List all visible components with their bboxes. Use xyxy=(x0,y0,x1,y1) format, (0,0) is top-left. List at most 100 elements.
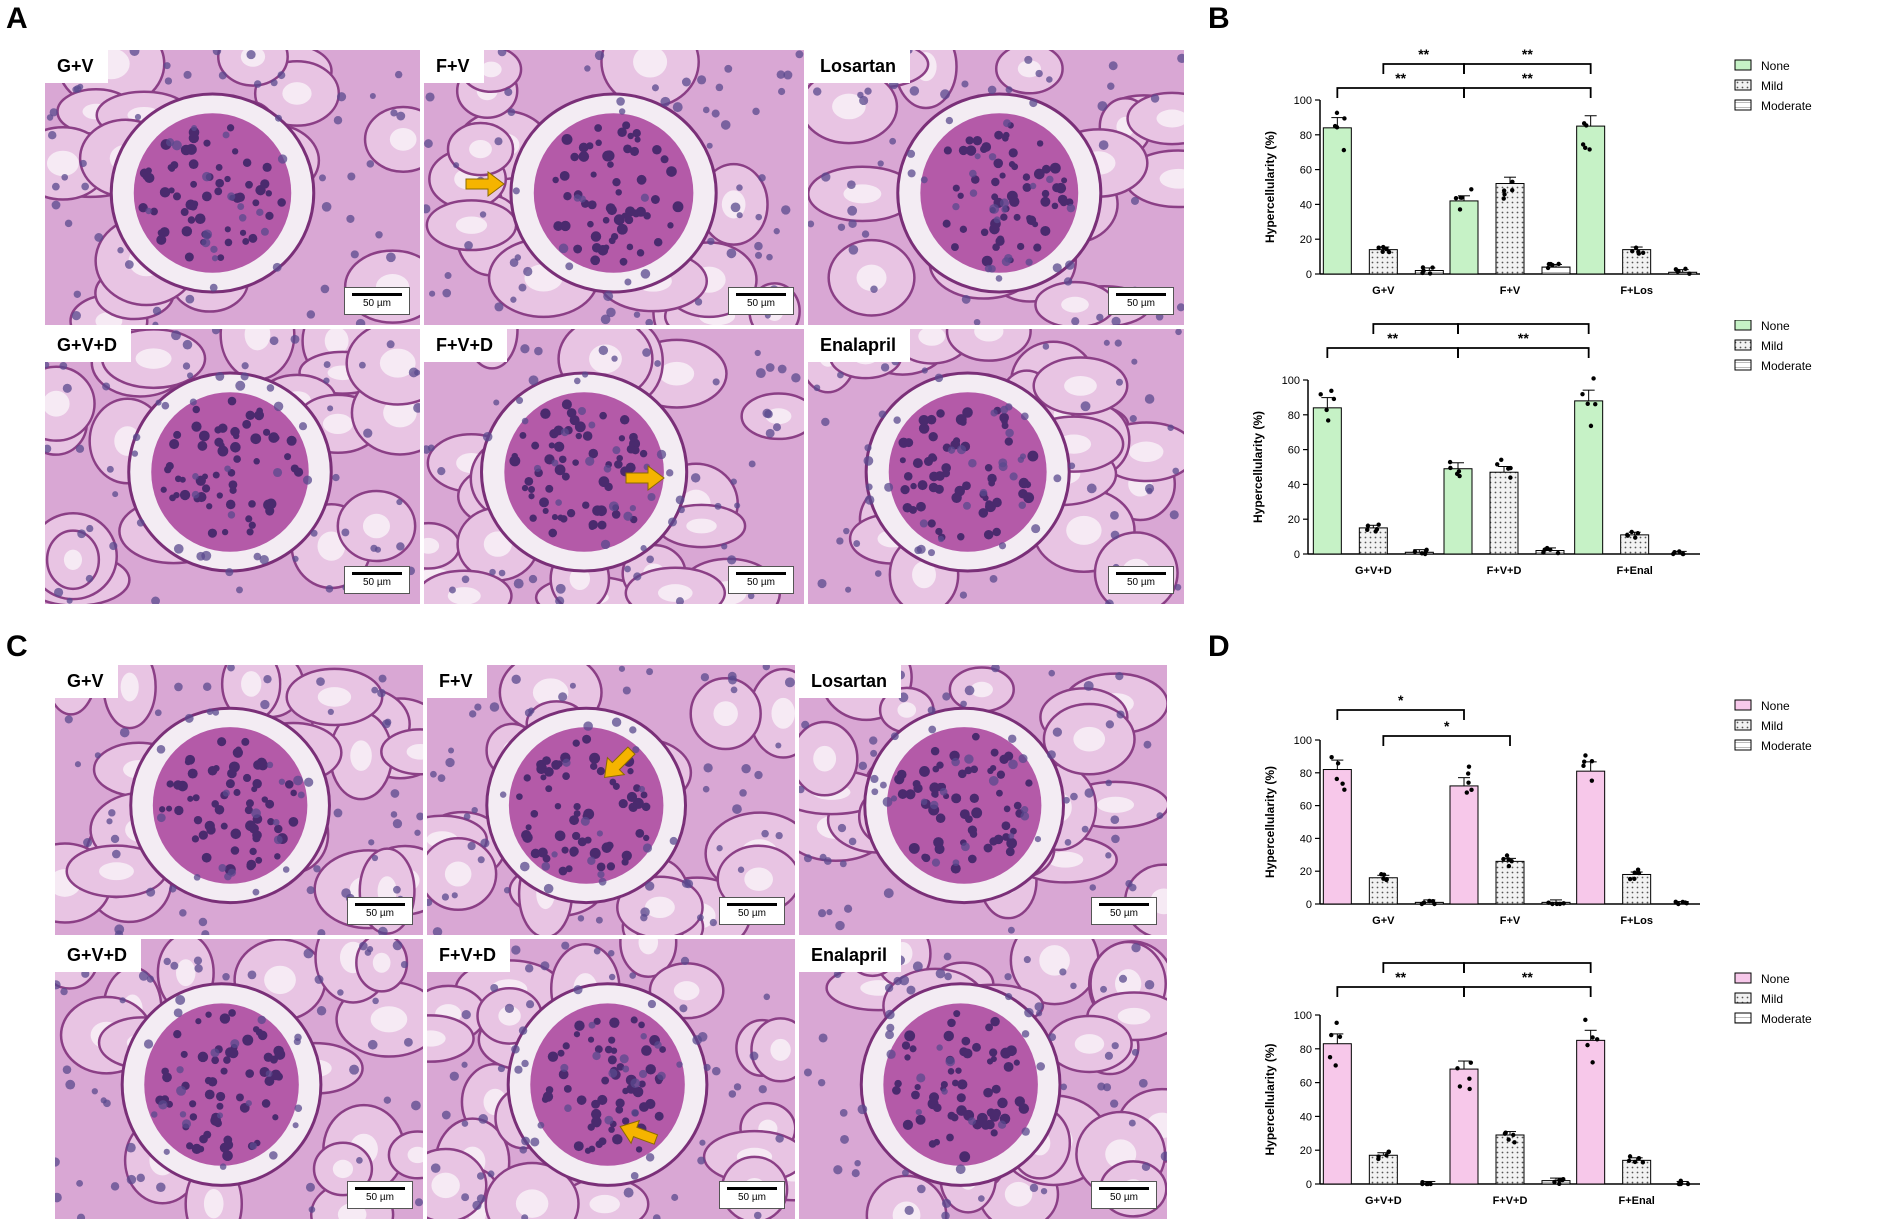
legend-swatch xyxy=(1734,79,1752,91)
significance-bracket: ** xyxy=(1463,46,1592,74)
legend-label: None xyxy=(1761,699,1790,713)
legend-swatch xyxy=(1734,320,1752,331)
significance-bracket: ** xyxy=(1463,955,1592,973)
bar-mild-1 xyxy=(1489,471,1519,555)
micrograph-label: G+V xyxy=(55,665,118,698)
bar-none-1 xyxy=(1449,200,1479,275)
scale-bar: 50 µm xyxy=(1108,287,1174,315)
legend-label: Moderate xyxy=(1761,739,1812,753)
svg-text:**: ** xyxy=(1387,330,1398,346)
y-axis-label: Hypercellularity (%) xyxy=(1263,1043,1277,1155)
legend-label: None xyxy=(1761,59,1790,73)
micrograph-label: Enalapril xyxy=(808,329,911,362)
micrograph-c-g-v: G+V 50 µm xyxy=(55,665,423,935)
y-tick-label: 80 xyxy=(1288,410,1300,422)
y-tick-label: 80 xyxy=(1300,1044,1312,1056)
legend-swatch xyxy=(1734,59,1752,71)
legend-label: Mild xyxy=(1761,992,1783,1006)
legend-swatch xyxy=(1734,739,1752,751)
micrograph-label: F+V xyxy=(427,665,487,698)
y-tick-label: 100 xyxy=(1294,735,1312,747)
bar-none-0 xyxy=(1312,407,1342,555)
significance-bracket: ** xyxy=(1336,969,1465,997)
significance-bracket: ** xyxy=(1457,330,1590,358)
bar-mild-0 xyxy=(1358,527,1388,555)
scale-bar: 50 µm xyxy=(719,897,785,925)
tissue-image xyxy=(799,939,1167,1219)
micrograph-a-f-v-d: F+V+D 50 µm xyxy=(424,329,804,604)
scale-bar: 50 µm xyxy=(1091,897,1157,925)
y-tick-label: 20 xyxy=(1288,514,1300,526)
bar-none-0 xyxy=(1322,769,1352,905)
bar-none-2 xyxy=(1574,400,1604,555)
significance-bracket: ** xyxy=(1463,70,1592,98)
micrograph-a-g-v-d: G+V+D 50 µm xyxy=(45,329,420,604)
y-tick-label: 60 xyxy=(1300,1078,1312,1090)
x-tick-label: G+V+D xyxy=(1365,1195,1402,1207)
y-tick-label: 80 xyxy=(1300,130,1312,142)
significance-bracket: ** xyxy=(1463,969,1592,997)
significance-bracket: ** xyxy=(1457,320,1590,334)
scale-bar: 50 µm xyxy=(728,566,794,594)
svg-text:**: ** xyxy=(1395,969,1406,985)
legend-label: Mild xyxy=(1761,339,1783,353)
y-axis-label: Hypercellularity (%) xyxy=(1263,131,1277,243)
significance-bracket: ** xyxy=(1326,330,1459,358)
micrograph-label: Losartan xyxy=(799,665,902,698)
legend-swatch xyxy=(1734,992,1752,1004)
panel-letter-c: C xyxy=(6,630,28,663)
scale-bar: 50 µm xyxy=(728,287,794,315)
bar-mild-1 xyxy=(1495,1134,1525,1185)
micrograph-label: G+V xyxy=(45,50,108,83)
y-tick-label: 40 xyxy=(1288,479,1300,491)
scale-bar: 50 µm xyxy=(347,1181,413,1209)
tissue-image xyxy=(799,665,1167,935)
y-tick-label: 80 xyxy=(1300,768,1312,780)
bar-none-2 xyxy=(1576,1039,1606,1185)
micrograph-a-losartan: Losartan 50 µm xyxy=(808,50,1184,325)
arrow-icon xyxy=(619,1119,659,1145)
legend-swatch xyxy=(1734,359,1752,371)
panel-letter-d: D xyxy=(1208,630,1230,663)
tissue-image xyxy=(45,329,420,604)
y-tick-label: 20 xyxy=(1300,234,1312,246)
significance-bracket: * xyxy=(1382,718,1511,746)
x-tick-label: G+V xyxy=(1372,285,1395,297)
svg-text:**: ** xyxy=(1418,46,1429,62)
legend-label: Mild xyxy=(1761,79,1783,93)
significance-bracket: ** xyxy=(1336,70,1465,98)
bar-none-1 xyxy=(1449,1068,1479,1185)
tissue-image xyxy=(55,939,423,1219)
legend-swatch xyxy=(1734,339,1752,351)
legend-label: None xyxy=(1761,320,1790,333)
svg-text:**: ** xyxy=(1395,70,1406,86)
arrow-icon xyxy=(625,465,665,491)
bar-none-2 xyxy=(1576,770,1606,905)
x-tick-label: G+V xyxy=(1372,915,1395,927)
y-tick-label: 40 xyxy=(1300,199,1312,211)
y-tick-label: 60 xyxy=(1300,801,1312,813)
svg-text:**: ** xyxy=(1522,955,1533,961)
tissue-image xyxy=(427,939,795,1219)
arrow-icon xyxy=(603,746,636,779)
x-tick-label: F+V xyxy=(1500,285,1521,297)
panel-letter-b: B xyxy=(1208,2,1230,35)
legend-label: Moderate xyxy=(1761,99,1812,113)
svg-text:**: ** xyxy=(1518,330,1529,346)
svg-text:**: ** xyxy=(1518,320,1529,322)
x-tick-label: F+Los xyxy=(1620,915,1653,927)
y-axis-label: Hypercellularity (%) xyxy=(1263,766,1277,878)
chart-d-bottom: Hypercellularity (%) 0 20 40 60 80 100 G+V+D F+V… xyxy=(1240,955,1900,1220)
micrograph-label: Enalapril xyxy=(799,939,902,972)
scale-bar: 50 µm xyxy=(719,1181,785,1209)
y-tick-label: 0 xyxy=(1306,899,1312,911)
y-tick-label: 40 xyxy=(1300,1111,1312,1123)
micrograph-a-g-v: G+V 50 µm xyxy=(45,50,420,325)
svg-text:**: ** xyxy=(1522,46,1533,62)
y-tick-label: 100 xyxy=(1294,95,1312,107)
y-tick-label: 0 xyxy=(1306,269,1312,281)
legend-label: Moderate xyxy=(1761,359,1812,373)
y-tick-label: 20 xyxy=(1300,1145,1312,1157)
svg-text:**: ** xyxy=(1410,320,1421,322)
tissue-image xyxy=(55,665,423,935)
